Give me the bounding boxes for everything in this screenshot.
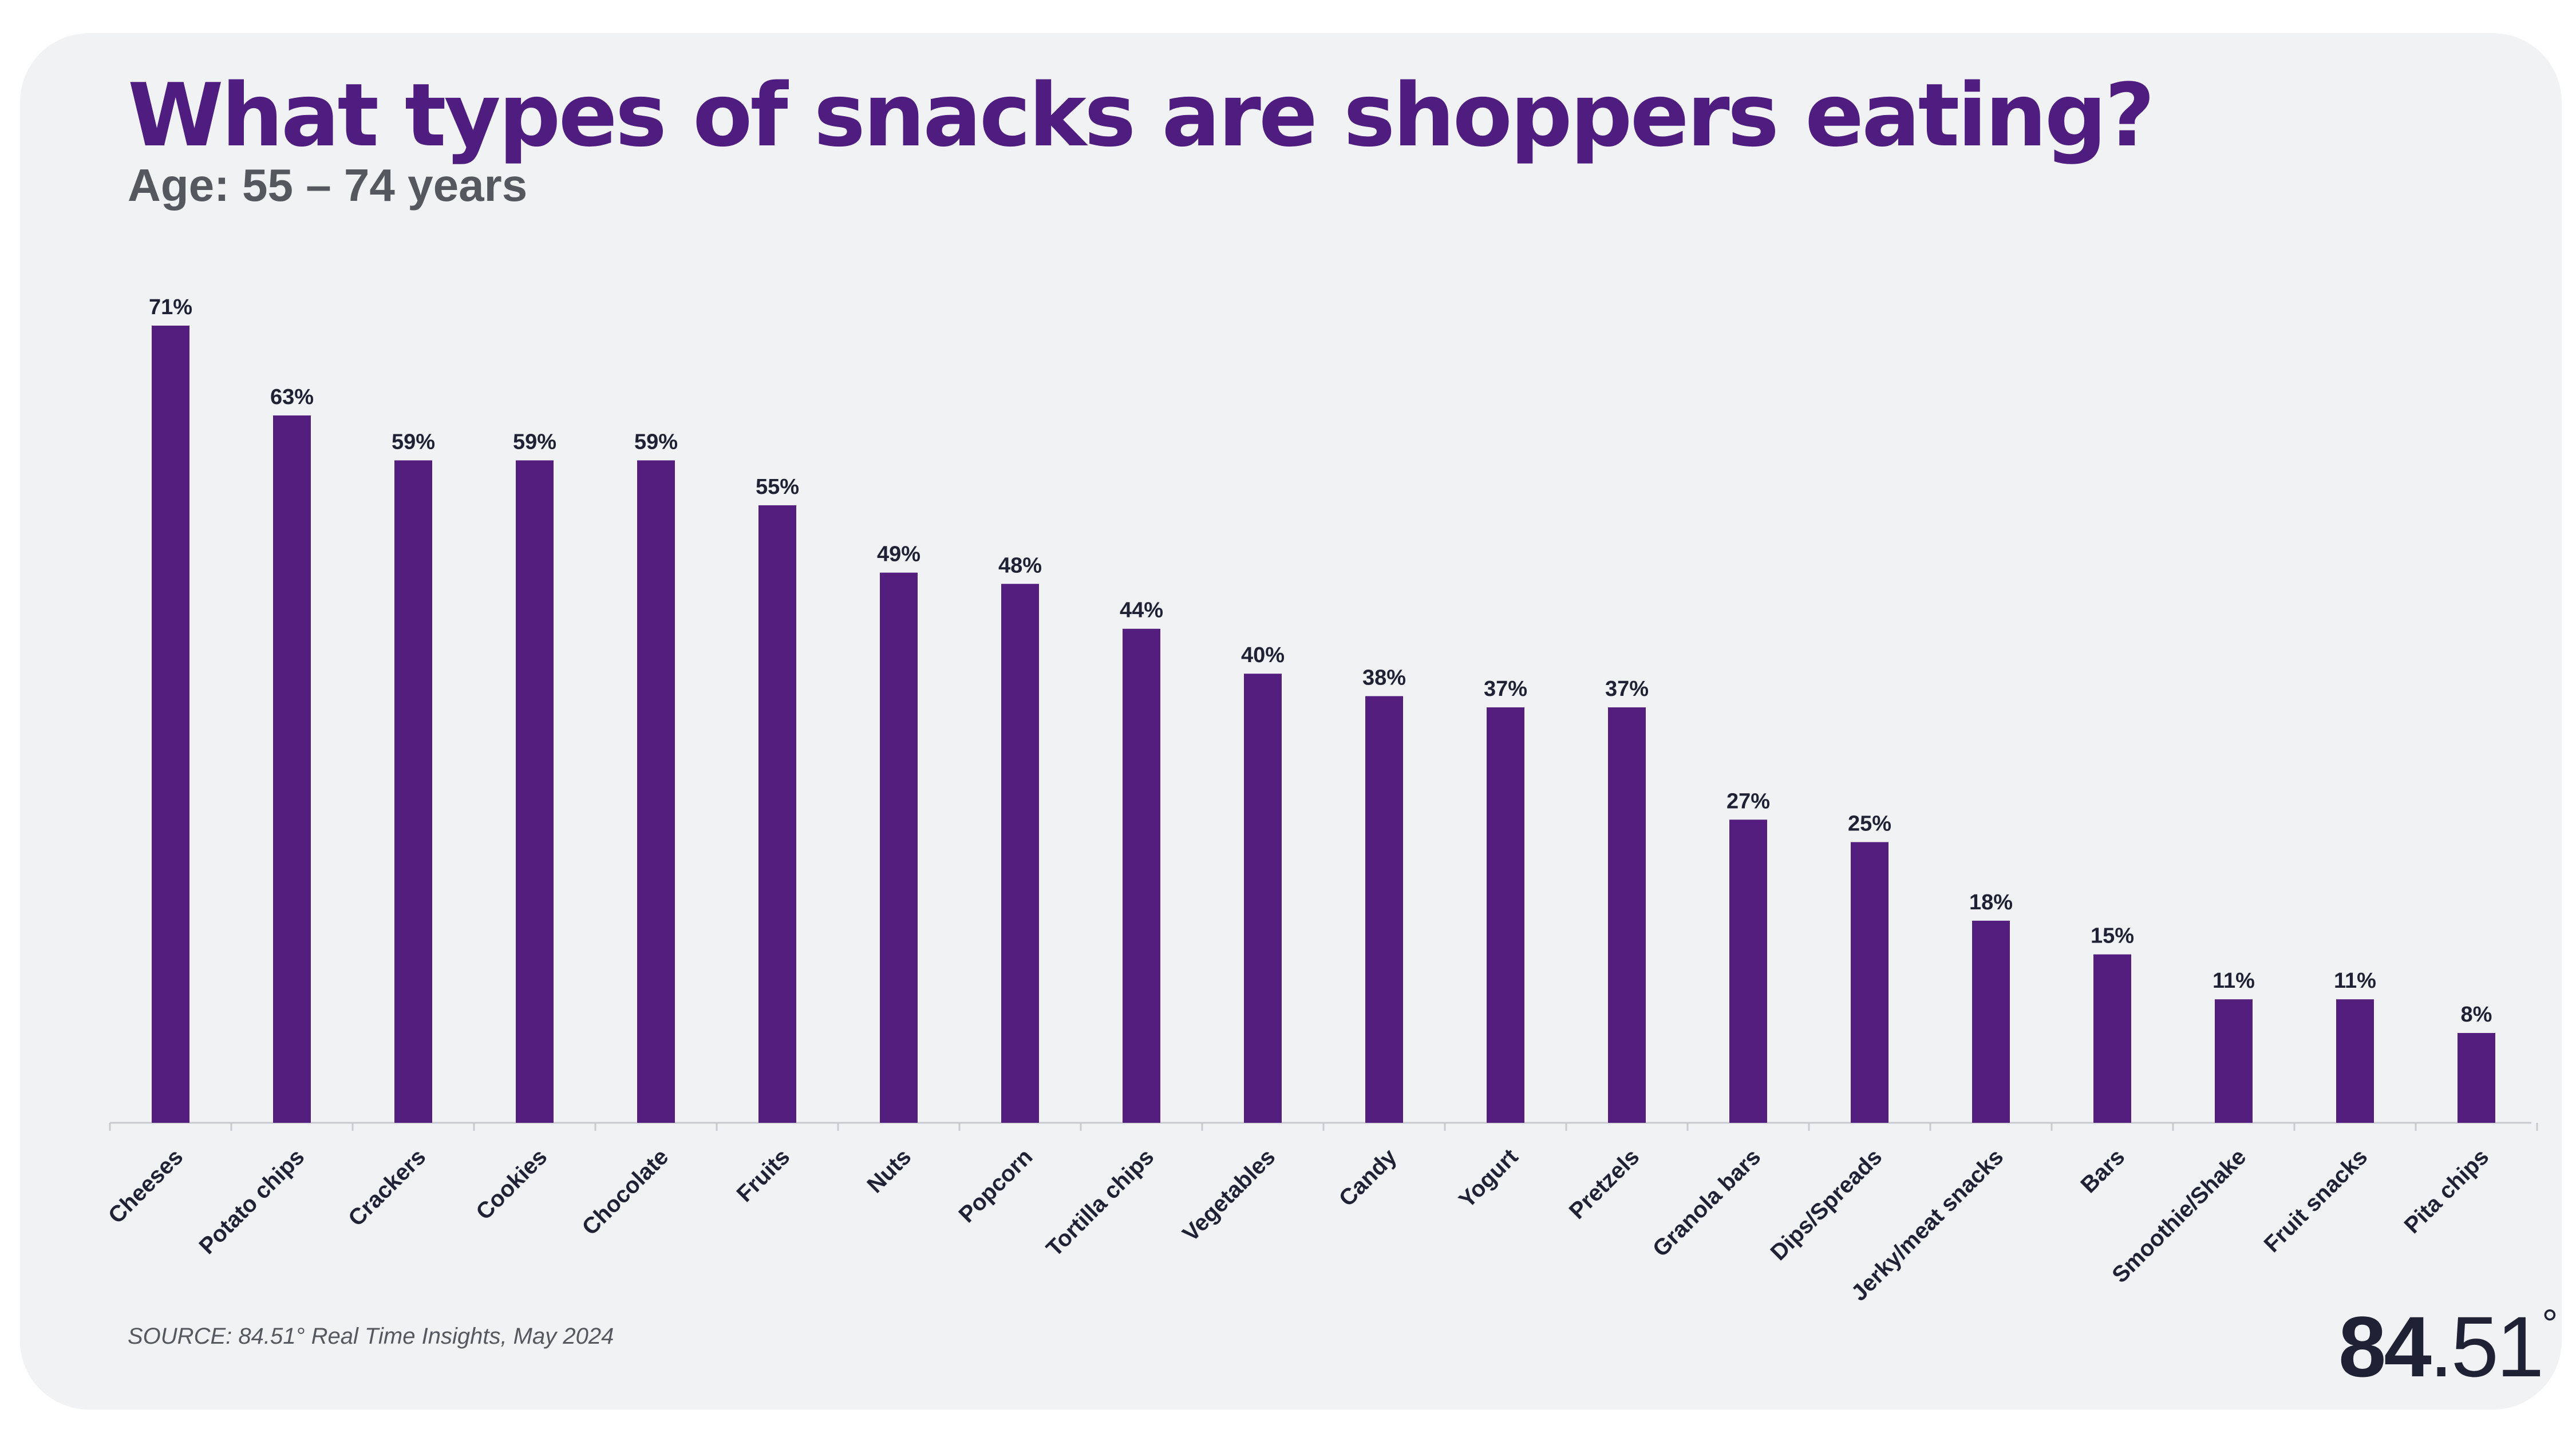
bar <box>1365 696 1403 1123</box>
bar-value-label: 44% <box>1120 599 1163 623</box>
source-note: SOURCE: 84.51° Real Time Insights, May 2… <box>128 1324 614 1349</box>
bar-value-label: 11% <box>2334 969 2376 993</box>
category-label: Vegetables <box>1178 1144 1280 1246</box>
category-label: Crackers <box>343 1144 430 1231</box>
category-label: Dips/Spreads <box>1765 1144 1887 1265</box>
bar-value-label: 18% <box>1969 890 2013 914</box>
bar <box>1123 628 1160 1123</box>
bar <box>1851 842 1888 1123</box>
category-label: Popcorn <box>954 1144 1038 1228</box>
bar <box>516 460 554 1123</box>
bar <box>2093 954 2131 1123</box>
bar <box>637 460 675 1123</box>
bar <box>1729 819 1767 1123</box>
brand-logo: 84.51° <box>2338 1298 2558 1395</box>
category-label: Chocolate <box>578 1144 674 1240</box>
category-label: Pretzels <box>1564 1144 1645 1224</box>
bar <box>1487 707 1524 1123</box>
bar <box>758 505 796 1123</box>
bar-value-label: 8% <box>2461 1003 2492 1027</box>
bar-value-label: 38% <box>1362 666 1406 690</box>
bar <box>394 460 432 1123</box>
category-label: Fruits <box>732 1144 795 1207</box>
category-label: Yogurt <box>1454 1144 1523 1213</box>
bar <box>152 326 189 1123</box>
category-label: Candy <box>1334 1144 1402 1212</box>
bar <box>880 572 918 1123</box>
bar-value-label: 37% <box>1484 677 1527 701</box>
bar-value-label: 59% <box>392 430 435 454</box>
bar <box>1608 707 1646 1123</box>
category-label: Pita chips <box>2400 1144 2494 1238</box>
category-label: Fruit snacks <box>2259 1144 2373 1257</box>
chart-card: What types of snacks are shoppers eating… <box>20 33 2562 1410</box>
chart-title: What types of snacks are shoppers eating… <box>128 65 2155 166</box>
category-label: Potato chips <box>195 1144 310 1259</box>
category-label: Nuts <box>862 1144 916 1198</box>
bar <box>1972 920 2010 1123</box>
category-label: Smoothie/Shake <box>2107 1144 2251 1288</box>
bar <box>2458 1033 2495 1123</box>
bar-value-label: 71% <box>149 295 192 319</box>
category-label: Tortilla chips <box>1041 1144 1159 1261</box>
bar-value-label: 49% <box>877 543 920 567</box>
bar-value-label: 15% <box>2091 924 2134 948</box>
bar-chart: 71% Cheeses 63% Potato chips 59% Crackers 59% C… <box>104 295 2538 1306</box>
category-label: Bars <box>2076 1144 2129 1198</box>
bar-value-label: 11% <box>2212 969 2255 993</box>
bar-value-label: 25% <box>1848 812 1891 836</box>
bar <box>273 415 311 1123</box>
bar-value-label: 59% <box>634 430 678 454</box>
bar-value-label: 63% <box>270 385 314 409</box>
bar-value-label: 27% <box>1726 789 1770 813</box>
bar-value-label: 37% <box>1605 677 1649 701</box>
bar-value-label: 40% <box>1241 643 1285 667</box>
bar-value-label: 59% <box>513 430 556 454</box>
bar <box>2215 999 2253 1123</box>
bar <box>1001 584 1039 1123</box>
bar <box>2336 999 2374 1123</box>
bar-value-label: 55% <box>756 475 799 499</box>
bar-value-label: 48% <box>998 553 1042 577</box>
bar <box>1244 674 1282 1123</box>
category-label: Cheeses <box>104 1144 188 1228</box>
category-label: Granola bars <box>1648 1144 1766 1262</box>
category-label: Cookies <box>471 1144 552 1225</box>
chart-subtitle: Age: 55 – 74 years <box>128 160 528 211</box>
